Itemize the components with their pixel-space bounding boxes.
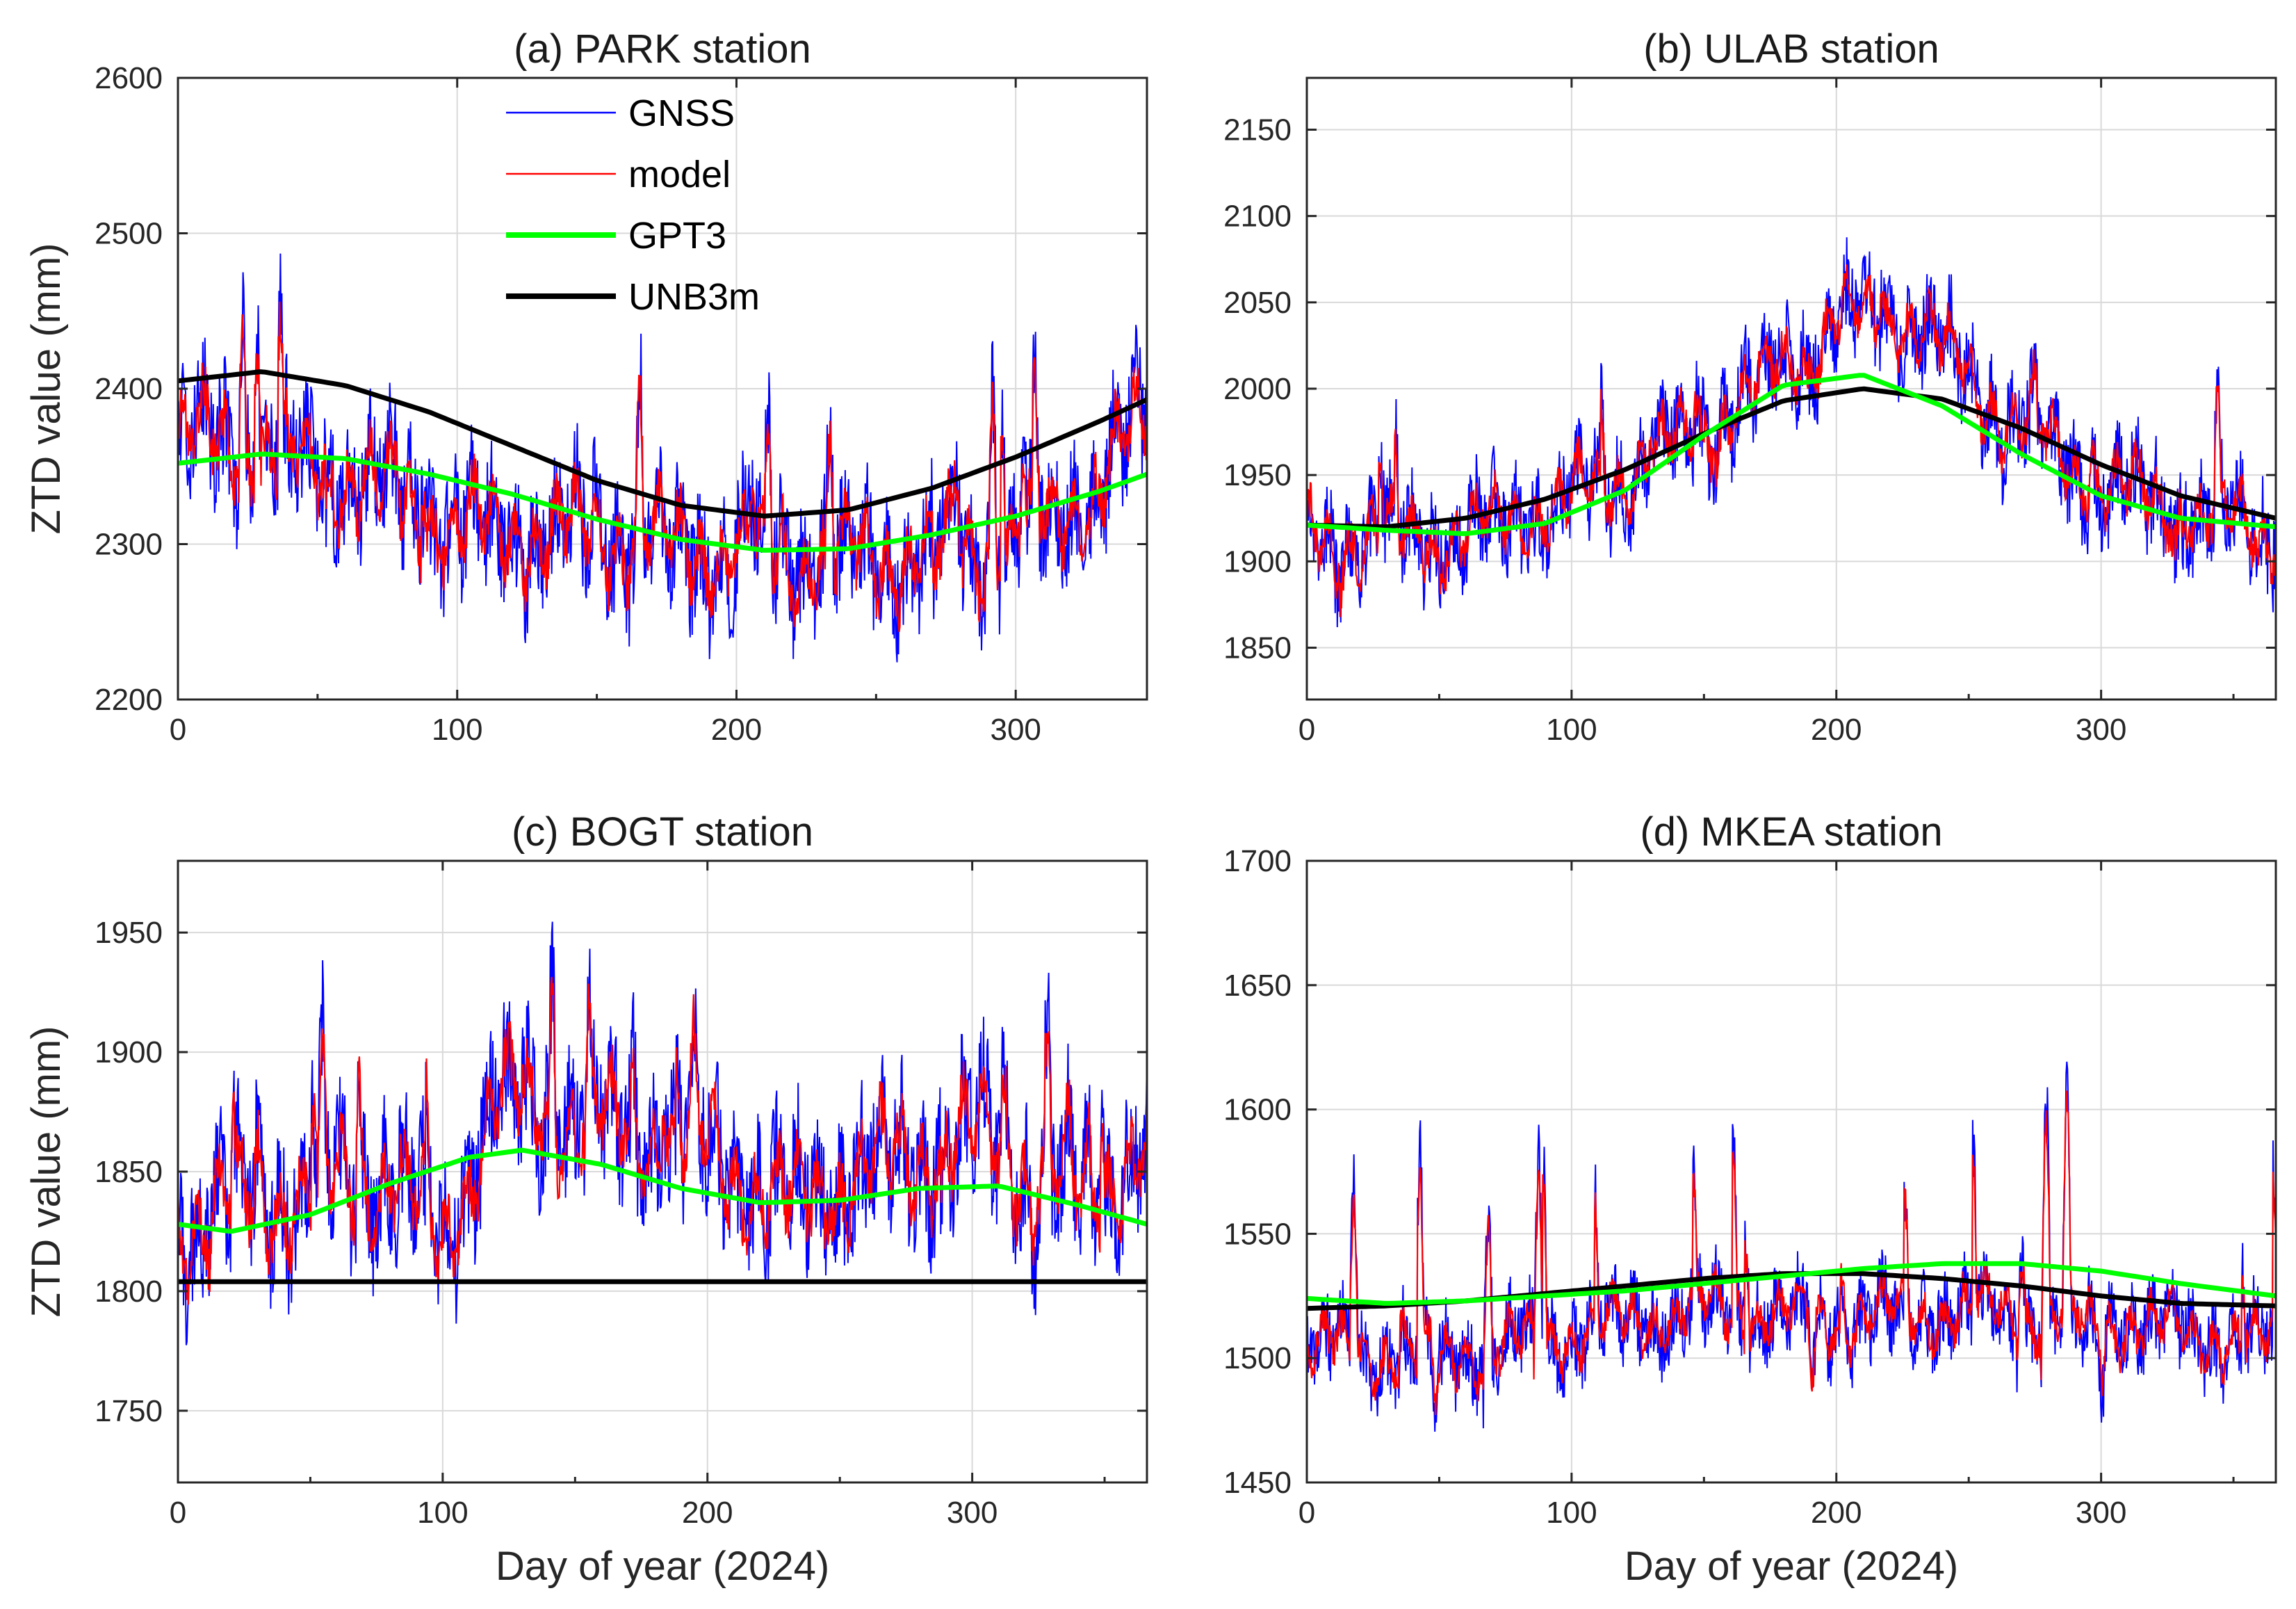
y-tick-label: 1550: [1223, 1217, 1292, 1251]
x-tick-label: 300: [990, 713, 1041, 747]
y-tick-label: 1600: [1223, 1093, 1292, 1127]
plot-frame: [1305, 859, 2277, 1484]
y-tick-label: 1850: [1223, 631, 1292, 665]
y-tick-label: 2000: [1223, 372, 1292, 406]
legend-label-gnss: GNSS: [628, 92, 735, 134]
panel-title: (b) ULAB station: [1643, 26, 1939, 72]
gpt3-series-line: [1306, 373, 2277, 536]
y-tick-label: 1650: [1223, 969, 1292, 1003]
x-tick-label: 0: [1298, 1496, 1315, 1530]
unb3m-series-line: [1306, 386, 2277, 530]
x-tick-label: 0: [1298, 713, 1315, 747]
panel-0: 0 100 200 300 2200 2300 2400 2500 2600 (a) PARK s…: [24, 26, 1148, 747]
y-tick-label: 2050: [1223, 286, 1292, 320]
gpt3-series-line: [177, 1147, 1148, 1234]
y-tick-label: 1500: [1223, 1341, 1292, 1375]
y-tick-label: 1900: [95, 1035, 163, 1069]
y-tick-label: 1800: [95, 1275, 163, 1309]
y-tick-label: 2500: [95, 217, 163, 251]
y-tick-label: 1850: [95, 1155, 163, 1189]
x-tick-label: 100: [432, 713, 482, 747]
x-tick-label: 200: [1811, 713, 1862, 747]
gpt3-series-line: [1306, 1261, 2277, 1306]
legend: GNSS model GPT3 UNB3m: [506, 92, 760, 318]
gpt3-series-line: [177, 451, 1148, 553]
x-tick-label: 300: [947, 1496, 998, 1530]
legend-label-gpt3: GPT3: [628, 215, 726, 257]
model-series-line: [177, 301, 1148, 632]
x-axis-label: Day of year (2024): [496, 1544, 829, 1589]
y-axis-label: ZTD value (mm): [24, 1026, 69, 1318]
x-tick-label: 100: [1546, 713, 1597, 747]
x-tick-label: 0: [170, 713, 186, 747]
gnss-series-line: [1306, 1061, 2277, 1432]
model-series-line: [1305, 1090, 2277, 1416]
gnss-series-line: [177, 253, 1148, 663]
x-tick-label: 300: [2076, 713, 2126, 747]
y-tick-label: 2400: [95, 372, 163, 406]
y-tick-label: 1700: [1223, 844, 1292, 878]
panel-2: 0 100 200 300 1750 1800 1850 1900 1950 (c) BOGT s…: [24, 809, 1148, 1589]
unb3m-series-line: [177, 369, 1148, 519]
panel-3: 0 100 200 300 1450 1500 1550 1600 1650 1700 (d) MK…: [1223, 809, 2277, 1589]
x-axis-label: Day of year (2024): [1625, 1544, 1958, 1589]
x-tick-label: 300: [2076, 1496, 2126, 1530]
gnss-series-line: [1306, 237, 2277, 628]
x-tick-label: 100: [1546, 1496, 1597, 1530]
y-tick-label: 2200: [95, 683, 163, 717]
y-tick-label: 2150: [1223, 113, 1292, 147]
model-series-line: [1305, 264, 2277, 617]
y-tick-label: 1900: [1223, 544, 1292, 579]
y-tick-label: 2300: [95, 528, 163, 562]
panel-title: (a) PARK station: [514, 26, 811, 72]
y-tick-label: 2100: [1223, 200, 1292, 234]
y-tick-label: 1450: [1223, 1466, 1292, 1500]
y-tick-label: 1950: [95, 916, 163, 950]
legend-label-unb3m: UNB3m: [628, 276, 760, 318]
model-series-line: [177, 976, 1148, 1305]
x-tick-label: 200: [682, 1496, 733, 1530]
legend-label-model: model: [628, 154, 731, 195]
panel-title: (d) MKEA station: [1640, 809, 1942, 855]
x-tick-label: 100: [417, 1496, 468, 1530]
y-tick-label: 2600: [95, 61, 163, 95]
x-tick-label: 200: [1811, 1496, 1862, 1530]
panel-title: (c) BOGT station: [512, 809, 813, 855]
x-tick-label: 200: [711, 713, 762, 747]
y-tick-label: 1950: [1223, 458, 1292, 492]
y-axis-label: ZTD value (mm): [24, 243, 69, 535]
x-tick-label: 0: [170, 1496, 186, 1530]
y-tick-label: 1750: [95, 1394, 163, 1428]
panel-1: 0 100 200 300 1850 1900 1950 2000 2050 2100 2150 (b…: [1223, 26, 2277, 747]
